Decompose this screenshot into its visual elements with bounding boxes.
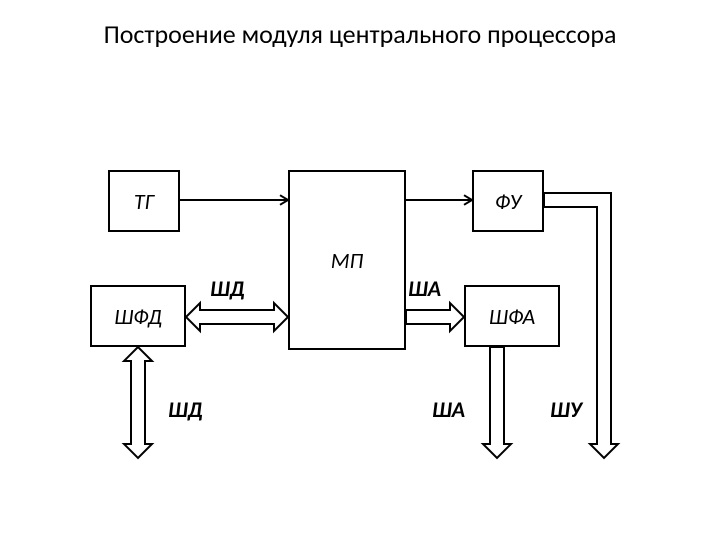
node-fu: ФУ [472,170,544,232]
node-mp: МП [288,170,406,350]
edge-label-lbl-sha-top: ША [408,275,441,302]
edge-mp-fu [406,195,472,205]
edge-shfd-down [124,347,152,458]
edge-mp-shfa [406,303,464,331]
node-shfd: ШФД [90,285,186,347]
edge-label-lbl-shd-bot: ШД [168,396,203,423]
edge-shfa-down [483,347,511,458]
edge-shfd-mp [186,303,288,331]
edge-tg-mp [180,195,288,205]
node-shfa: ШФА [464,285,560,347]
node-tg: ТГ [108,170,180,232]
edge-label-lbl-sha-bot: ША [432,396,465,423]
edge-label-lbl-shd-top: ШД [210,275,245,302]
edge-label-lbl-shu: ШУ [550,396,582,423]
